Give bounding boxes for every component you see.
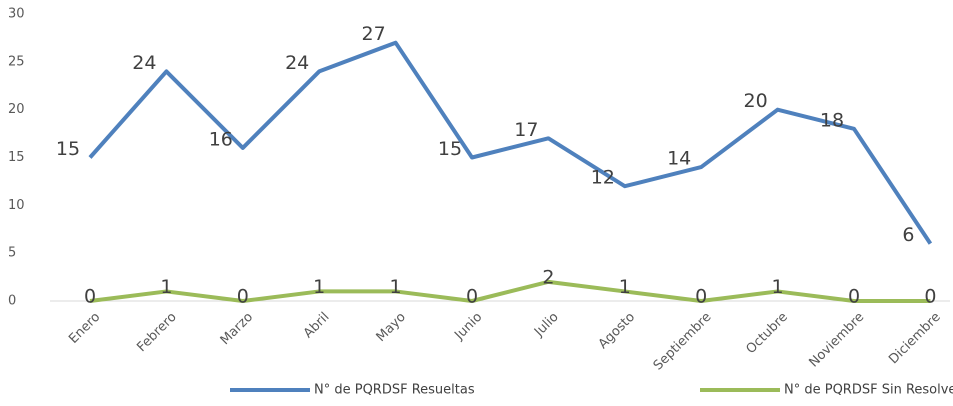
- data-label: 24: [132, 52, 156, 74]
- data-label: 18: [820, 109, 844, 131]
- x-tick-label: Febrero: [134, 310, 179, 355]
- data-label: 1: [390, 276, 402, 298]
- data-label: 1: [313, 276, 325, 298]
- x-tick-label: Abril: [301, 310, 333, 342]
- data-label: 15: [56, 138, 80, 160]
- data-label: 16: [209, 128, 233, 150]
- x-tick-label: Marzo: [218, 310, 256, 348]
- x-tick-label: Agosto: [596, 310, 638, 352]
- data-label: 1: [619, 276, 631, 298]
- y-tick-label: 5: [8, 246, 16, 261]
- data-label: 1: [160, 276, 172, 298]
- data-label: 24: [285, 52, 309, 74]
- y-tick-label: 30: [8, 7, 25, 22]
- data-label: 0: [695, 286, 707, 308]
- data-label: 0: [848, 286, 860, 308]
- data-label: 0: [84, 286, 96, 308]
- data-label: 15: [438, 138, 462, 160]
- y-tick-label: 0: [8, 294, 16, 309]
- data-label: 0: [924, 286, 936, 308]
- data-label: 17: [514, 119, 538, 141]
- data-label: 14: [667, 148, 691, 170]
- data-label: 12: [591, 167, 615, 189]
- y-tick-label: 10: [8, 198, 25, 213]
- x-tick-label: Noviembre: [807, 310, 868, 371]
- series-line: [89, 279, 931, 303]
- data-label: 0: [237, 286, 249, 308]
- x-tick-label: Diciembre: [886, 310, 944, 368]
- x-tick-label: Enero: [66, 310, 103, 347]
- series-line: [88, 40, 933, 245]
- x-tick-label: Junio: [451, 310, 485, 344]
- x-tick-label: Julio: [531, 310, 562, 341]
- y-tick-label: 25: [8, 54, 25, 69]
- x-tick-label: Septiembre: [651, 310, 715, 374]
- data-label: 6: [902, 224, 914, 246]
- y-tick-label: 20: [8, 102, 25, 117]
- y-tick-label: 15: [8, 150, 25, 165]
- data-label: 20: [744, 90, 768, 112]
- x-tick-label: Octubre: [744, 310, 791, 357]
- data-label: 0: [466, 286, 478, 308]
- legend-label: N° de PQRDSF Resueltas: [314, 383, 475, 398]
- x-tick-label: Mayo: [374, 310, 409, 345]
- legend-label: N° de PQRDSF Sin Resolver: [784, 383, 953, 398]
- data-label: 2: [542, 266, 554, 288]
- data-label: 27: [362, 23, 386, 45]
- data-label: 1: [772, 276, 784, 298]
